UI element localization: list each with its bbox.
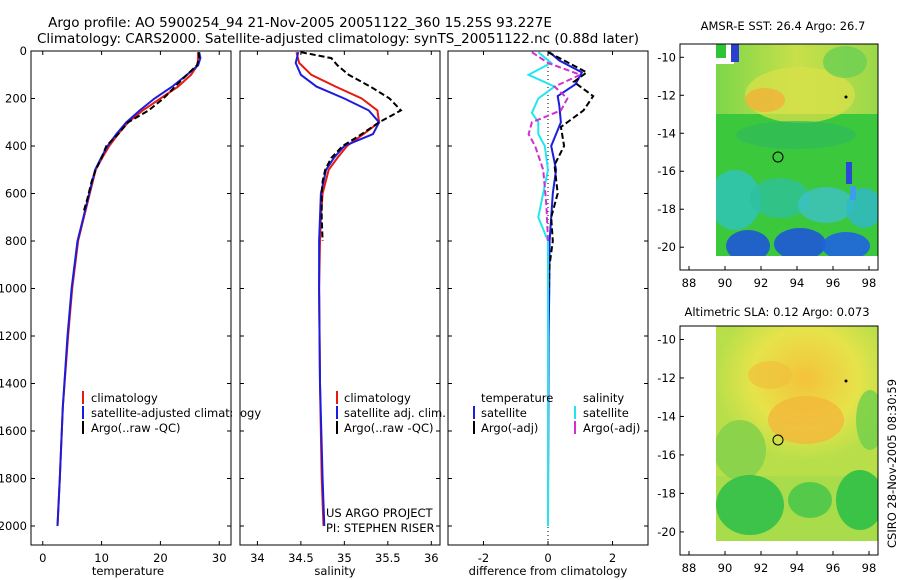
series-line-salinity-satellite <box>526 51 557 526</box>
project-label: US ARGO PROJECT <box>326 506 434 520</box>
legend-label-satellite-adj: satellite adj. clim. <box>344 406 446 420</box>
x-tick-label: 10 <box>94 551 109 565</box>
series-line-satellite-adjusted-climatology <box>56 52 202 527</box>
map-x-tick-label: 92 <box>754 561 769 575</box>
temperature-chart: 0 10 20 30 0 200 400 600 800 1000 1200 1400 1600 1800… <box>0 44 231 565</box>
sla-map-image <box>716 326 878 541</box>
temperature-axes-frame <box>30 50 232 546</box>
salinity-x-label: salinity <box>314 564 355 578</box>
x-tick-label: 34.5 <box>288 551 314 565</box>
map-y-tick-label: -20 <box>657 240 676 254</box>
legend-clip-mask <box>232 395 239 425</box>
sla-map-title: Altimetric SLA: 0.12 Argo: 0.073 <box>684 305 869 319</box>
map-x-tick-label: 94 <box>790 561 805 575</box>
map-y-tick-label: -12 <box>657 371 676 385</box>
y-tick-label: 1000 <box>0 282 27 296</box>
difference-chart: -2 0 2 <box>448 50 648 565</box>
x-tick-label: 2 <box>609 551 616 565</box>
pi-label: PI: STEPHEN RISER <box>326 521 435 535</box>
map-y-tick-label: -10 <box>657 332 676 346</box>
temperature-legend: climatology satellite-adjusted climatolo… <box>82 391 261 435</box>
legend-label-sal-satellite: satellite <box>583 406 629 420</box>
map-x-tick-label: 98 <box>862 276 877 290</box>
map-x-tick-label: 88 <box>682 561 697 575</box>
y-tick-label: 800 <box>5 234 27 248</box>
map-x-tick-label: 96 <box>826 561 841 575</box>
x-tick-label: 36 <box>424 551 439 565</box>
series-line-temperature-satellite <box>547 51 584 515</box>
x-tick-label: -2 <box>478 551 489 565</box>
sla-map-frame <box>679 325 879 556</box>
legend-label-argo: Argo(..raw -QC) <box>344 421 434 435</box>
x-tick-label: 35.5 <box>375 551 401 565</box>
salinity-axes-frame <box>239 50 441 546</box>
map-y-tick-label: -16 <box>657 448 676 462</box>
temperature-x-label: temperature <box>92 564 164 578</box>
legend-header-salinity: salinity <box>583 391 624 405</box>
legend-label-satellite-adjusted: satellite-adjusted climatology <box>91 406 261 420</box>
y-tick-label: 1800 <box>0 472 27 486</box>
map-x-tick-label: 90 <box>718 561 733 575</box>
map-x-tick-label: 94 <box>790 276 805 290</box>
sla-map-axes: 88 90 92 94 96 98 -10 -12 -14 -16 -18 -20 <box>657 332 876 575</box>
series-line-salinity-argo-adj- <box>527 51 583 242</box>
y-tick-label: 1600 <box>0 424 27 438</box>
series-line-argo-raw-qc- <box>300 51 403 242</box>
difference-legend: temperature salinity satellite Argo(-adj… <box>473 391 640 435</box>
legend-label-argo: Argo(..raw -QC) <box>91 421 181 435</box>
map-x-tick-label: 98 <box>862 561 877 575</box>
sst-map-title: AMSR-E SST: 26.4 Argo: 26.7 <box>701 19 866 33</box>
legend-label-temp-argo: Argo(-adj) <box>481 421 538 435</box>
sst-map-axes: 88 90 92 94 96 98 -10 -12 -14 -16 -18 -20 <box>657 50 876 290</box>
y-tick-label: 1400 <box>0 377 27 391</box>
x-tick-label: 0 <box>544 551 551 565</box>
credit-label: CSIRO 28-Nov-2005 08:30:59 <box>885 379 899 548</box>
y-tick-label: 200 <box>5 92 27 106</box>
sst-map-frame <box>679 43 879 271</box>
map-y-tick-label: -20 <box>657 525 676 539</box>
sst-argo-position-marker <box>772 151 784 163</box>
legend-label-climatology: climatology <box>91 391 158 405</box>
figure-title-line1: Argo profile: AO 5900254_94 21-Nov-2005 … <box>48 15 552 31</box>
series-line-climatology <box>295 51 381 527</box>
legend-header-temperature: temperature <box>481 391 553 405</box>
y-tick-label: 1200 <box>0 329 27 343</box>
series-line-temperature-argo-adj- <box>547 51 595 301</box>
series-line-argo-raw-qc- <box>82 52 201 213</box>
map-y-tick-label: -18 <box>657 202 676 216</box>
legend-label-temp-satellite: satellite <box>481 406 527 420</box>
map-x-tick-label: 90 <box>718 276 733 290</box>
map-y-tick-label: -12 <box>657 88 676 102</box>
map-x-tick-label: 92 <box>754 276 769 290</box>
sst-map-image <box>716 44 878 256</box>
x-tick-label: 20 <box>153 551 168 565</box>
y-tick-label: 400 <box>5 139 27 153</box>
map-y-tick-label: -14 <box>657 409 676 423</box>
sst-feature-dot <box>844 95 848 99</box>
map-y-tick-label: -16 <box>657 164 676 178</box>
salinity-legend: climatology satellite adj. clim. Argo(..… <box>336 391 446 435</box>
y-tick-label: 600 <box>5 187 27 201</box>
x-tick-label: 30 <box>212 551 227 565</box>
figure-title-line2: Climatology: CARS2000. Satellite-adjuste… <box>37 31 639 47</box>
map-x-tick-label: 96 <box>826 276 841 290</box>
y-tick-label: 0 <box>20 44 27 58</box>
series-line-satellite-adj-clim- <box>294 51 381 527</box>
difference-x-label: difference from climatology <box>469 564 628 578</box>
legend-label-sal-argo: Argo(-adj) <box>583 421 640 435</box>
sla-argo-position-marker <box>772 434 784 446</box>
sla-feature-dot <box>844 379 848 383</box>
y-tick-label: 2000 <box>0 519 27 533</box>
map-y-tick-label: -18 <box>657 486 676 500</box>
map-x-tick-label: 88 <box>682 276 697 290</box>
x-tick-label: 0 <box>39 551 46 565</box>
map-y-tick-label: -10 <box>657 50 676 64</box>
legend-label-climatology: climatology <box>344 391 411 405</box>
map-y-tick-label: -14 <box>657 126 676 140</box>
salinity-chart: 34 34.5 35 35.5 36 <box>240 50 440 565</box>
x-tick-label: 34 <box>250 551 265 565</box>
x-tick-label: 35 <box>337 551 352 565</box>
